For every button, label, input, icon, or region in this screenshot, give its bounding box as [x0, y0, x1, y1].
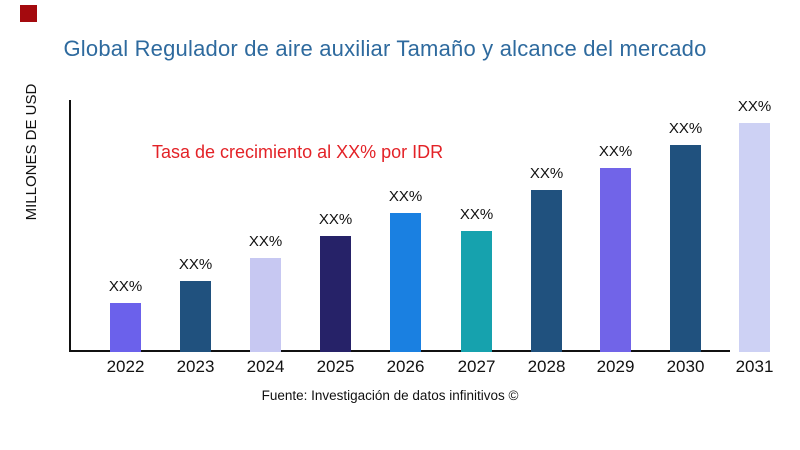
bar-2031	[739, 123, 770, 352]
chart-title: Global Regulador de aire auxiliar Tamaño…	[63, 36, 707, 61]
bar-2023	[180, 281, 211, 352]
bar-value-label-2028: XX%	[529, 165, 564, 182]
bar-value-label-2031: XX%	[737, 98, 772, 115]
bar-2022	[110, 303, 141, 352]
bar-value-label-2029: XX%	[598, 143, 633, 160]
source-caption: Fuente: Investigación de datos infinitiv…	[261, 388, 519, 403]
bar-2024	[250, 258, 281, 352]
x-tick-2025: 2025	[316, 357, 355, 376]
x-tick-2029: 2029	[596, 357, 635, 376]
bar-2027	[461, 231, 492, 352]
x-tick-2024: 2024	[246, 357, 285, 376]
bar-2025	[320, 236, 351, 352]
x-tick-2023: 2023	[176, 357, 215, 376]
bar-2026	[390, 213, 421, 352]
bar-value-label-2027: XX%	[459, 206, 494, 223]
y-axis-line	[69, 100, 71, 352]
growth-rate-annotation: Tasa de crecimiento al XX% por IDR	[152, 142, 444, 162]
x-tick-2022: 2022	[106, 357, 145, 376]
x-tick-2031: 2031	[735, 357, 774, 376]
bar-2029	[600, 168, 631, 352]
bar-value-label-2026: XX%	[388, 188, 423, 205]
bar-value-label-2022: XX%	[108, 278, 143, 295]
x-tick-2028: 2028	[527, 357, 566, 376]
bar-value-label-2025: XX%	[318, 211, 353, 228]
bar-2028	[531, 190, 562, 352]
x-tick-2027: 2027	[457, 357, 496, 376]
brand-logo-icon	[20, 5, 37, 22]
bar-value-label-2030: XX%	[668, 120, 703, 137]
bar-value-label-2024: XX%	[248, 233, 283, 250]
y-axis-label: MILLONES DE USD	[23, 83, 40, 221]
bar-value-label-2023: XX%	[178, 256, 213, 273]
x-tick-2026: 2026	[386, 357, 425, 376]
bar-2030	[670, 145, 701, 352]
x-tick-2030: 2030	[666, 357, 705, 376]
